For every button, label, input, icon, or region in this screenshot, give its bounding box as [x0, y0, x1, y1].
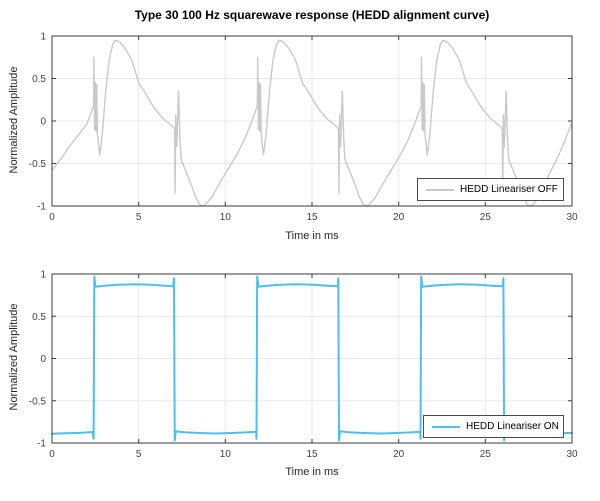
figure-title: Type 30 100 Hz squarewave response (HEDD…	[134, 8, 490, 22]
svg-text:0: 0	[40, 354, 46, 365]
svg-text:15: 15	[306, 212, 318, 223]
svg-text:20: 20	[393, 212, 405, 223]
svg-text:10: 10	[220, 212, 232, 223]
svg-text:30: 30	[566, 449, 578, 460]
off-line-swatch	[426, 188, 454, 191]
legend-label-on: HEDD Lineariser ON	[466, 421, 559, 432]
svg-text:-0.5: -0.5	[29, 396, 47, 407]
svg-text:10: 10	[220, 449, 232, 460]
legend-hedd-lineariser-on[interactable]: HEDD Lineariser ON	[423, 415, 564, 438]
svg-text:0.5: 0.5	[32, 74, 46, 85]
svg-text:0.5: 0.5	[32, 312, 46, 323]
svg-text:5: 5	[136, 212, 142, 223]
svg-text:-1: -1	[37, 202, 46, 213]
svg-text:15: 15	[306, 449, 318, 460]
svg-text:0: 0	[49, 212, 55, 223]
svg-text:1: 1	[40, 32, 46, 43]
bottom-x-axis-label: Time in ms	[285, 466, 339, 478]
legend-label-off: HEDD Lineariser OFF	[460, 184, 558, 195]
legend-hedd-lineariser-off[interactable]: HEDD Lineariser OFF	[417, 178, 564, 201]
top-x-axis-label: Time in ms	[285, 230, 339, 242]
svg-text:20: 20	[393, 449, 405, 460]
svg-text:1: 1	[40, 270, 46, 281]
svg-text:30: 30	[566, 212, 578, 223]
svg-text:-1: -1	[37, 439, 46, 450]
on-line-swatch	[432, 425, 460, 428]
svg-text:-0.5: -0.5	[29, 159, 47, 170]
svg-text:5: 5	[136, 449, 142, 460]
svg-text:0: 0	[40, 117, 46, 128]
svg-text:0: 0	[49, 449, 55, 460]
svg-text:25: 25	[480, 212, 492, 223]
svg-text:25: 25	[480, 449, 492, 460]
